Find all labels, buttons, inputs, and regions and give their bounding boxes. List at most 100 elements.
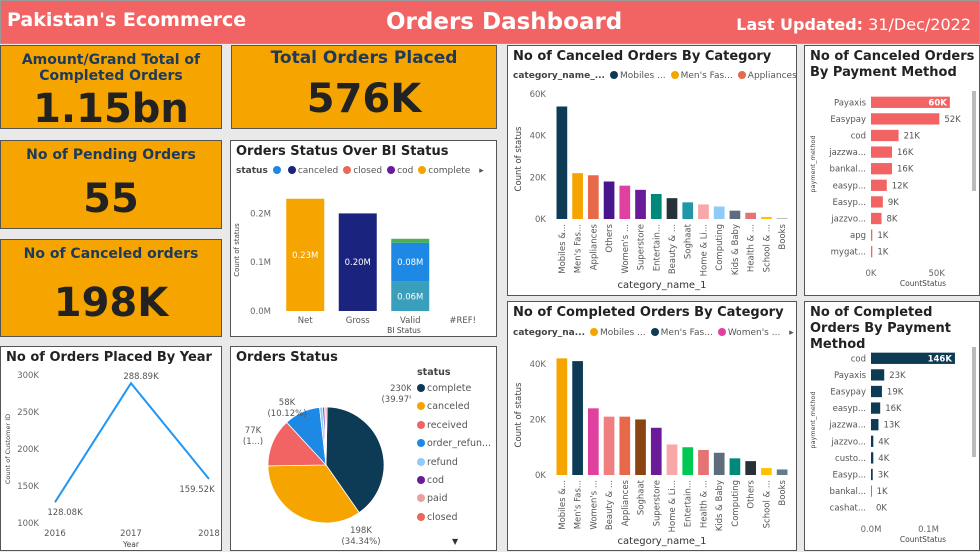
bar — [650, 427, 662, 475]
last-updated-value: 31/Dec/2022 — [868, 15, 971, 34]
legend-item[interactable]: paid — [417, 493, 491, 504]
x-tick-label: Mobiles &... — [558, 224, 568, 274]
data-label: 9K — [888, 198, 899, 208]
slice-value-label: 77K — [245, 426, 262, 436]
kpi-amount-card[interactable]: Amount/Grand Total of Completed Orders 1… — [0, 45, 222, 132]
legend-swatch — [650, 328, 659, 336]
scrollbar[interactable] — [972, 347, 976, 457]
y-axis-label: Count of Customer ID — [4, 414, 12, 484]
canceled-category-legend-title: category_name_... — [513, 71, 605, 81]
completed-payment-card[interactable]: No of Completed Orders By Payment Method… — [804, 301, 980, 551]
canceled-payment-card[interactable]: No of Canceled Orders By Payment Method … — [804, 45, 980, 296]
x-tick-label: 0.1M — [918, 525, 939, 535]
x-tick-label: Books — [778, 479, 788, 505]
legend-scroll-down-icon[interactable]: ▼ — [452, 537, 459, 546]
completed-category-card[interactable]: No of Completed Orders By Category categ… — [507, 301, 797, 551]
y-tick-label: 20K — [530, 415, 547, 425]
y-tick-label: 100K — [17, 519, 39, 529]
scrollbar[interactable] — [972, 91, 976, 191]
x-tick-label: Kids & Baby — [731, 224, 741, 275]
canceled-category-title: No of Canceled Orders By Category — [513, 49, 772, 64]
legend-item[interactable]: refund — [417, 457, 491, 468]
y-axis-label: Count of status — [514, 382, 524, 448]
slice-value-label: 198K — [350, 526, 372, 536]
legend-swatch — [737, 71, 746, 79]
bi-status-chart: 0.0M 0.1M 0.2M Count of status Net 0.23M Gross… — [233, 198, 476, 335]
canceled-category-legend: category_name_... Mobiles ... Men's Fas...… — [513, 71, 810, 81]
bar — [871, 485, 872, 497]
legend-item[interactable]: canceled — [417, 401, 491, 412]
data-label: 0.20M — [345, 258, 371, 268]
year-chart-card[interactable]: No of Orders Placed By Year 100K 150K 200K… — [0, 346, 222, 551]
legend-next-icon[interactable]: ▸ — [789, 328, 794, 338]
x-tick-label: 0.0M — [861, 525, 882, 535]
x-tick-label: 2016 — [44, 529, 66, 539]
x-tick-label: Mobiles &... — [558, 480, 568, 530]
legend-label: complete — [428, 166, 471, 176]
legend-item[interactable]: cod — [417, 475, 491, 486]
legend-swatch — [589, 328, 598, 336]
legend-label: closed — [353, 166, 383, 176]
pie-slice — [325, 406, 385, 514]
bar — [391, 238, 430, 243]
status-pie-card[interactable]: Orders Status 230K(39.97%) 198K(34.34%) 77… — [230, 346, 497, 551]
x-tick-label: Valid — [400, 316, 420, 326]
canceled-category-card[interactable]: No of Canceled Orders By Category catego… — [507, 45, 810, 296]
bar — [619, 185, 631, 219]
bar — [871, 435, 874, 447]
data-label: 52K — [944, 115, 961, 125]
bar — [871, 179, 887, 191]
bar — [761, 468, 772, 475]
bar — [698, 450, 709, 475]
legend-swatch — [417, 475, 425, 484]
bar — [776, 217, 788, 219]
kpi-canceled-card[interactable]: No of Canceled orders 198K — [0, 239, 222, 337]
y-tick-label: 0.2M — [250, 209, 271, 219]
x-axis-label: Year — [122, 540, 140, 549]
bar — [666, 444, 678, 475]
legend-swatch — [272, 166, 281, 174]
bar — [698, 204, 709, 219]
x-tick-label: 2017 — [120, 529, 142, 539]
bar — [603, 416, 615, 475]
y-axis-label: payment_method — [809, 135, 817, 192]
legend-item[interactable]: closed — [417, 512, 491, 523]
y-tick-label: 0.1M — [250, 258, 271, 268]
bar — [776, 469, 788, 475]
last-updated-label: Last Updated: — [736, 15, 864, 34]
bi-status-chart-card[interactable]: Orders Status Over BI Status status cance… — [230, 140, 497, 337]
canceled-payment-chart: Payaxis 60K Easypay 52K cod 21K jazzwa... 16K ba… — [809, 96, 961, 288]
x-tick-label: Health & ... — [747, 224, 757, 272]
data-label: 128.08K — [47, 508, 83, 518]
completed-payment-title: No of Completed Orders By Payment Method — [810, 305, 952, 352]
y-tick-label: cashat... — [830, 504, 866, 514]
x-tick-label: Men's Fas... — [574, 224, 584, 273]
y-tick-label: 0K — [535, 215, 546, 225]
y-tick-label: Easypay — [830, 115, 866, 125]
legend-swatch — [387, 166, 396, 174]
kpi-canceled-value: 198K — [53, 280, 169, 326]
legend-item[interactable]: received — [417, 420, 491, 431]
kpi-pending-card[interactable]: No of Pending Orders 55 — [0, 140, 222, 229]
x-tick-label: Appliances — [621, 479, 631, 526]
kpi-total-orders-card[interactable]: Total Orders Placed 576K — [231, 45, 497, 129]
legend-swatch — [670, 71, 679, 79]
legend-next-icon[interactable]: ▸ — [479, 166, 484, 176]
data-label-bg — [288, 248, 323, 261]
bar — [619, 416, 631, 475]
legend-item[interactable]: complete — [417, 383, 491, 394]
legend-item[interactable]: order_refun... — [417, 438, 491, 449]
x-tick-label: Entertain... — [652, 224, 662, 271]
bar — [666, 198, 678, 219]
x-tick-label: Soghaat — [684, 223, 694, 259]
bar — [650, 194, 662, 219]
bar — [572, 173, 583, 219]
bar — [871, 402, 881, 414]
bar — [871, 452, 874, 464]
data-label: 146K — [928, 354, 953, 364]
pie-slice — [267, 464, 360, 524]
y-tick-label: Payaxis — [834, 98, 867, 108]
slice-percent-label: (34.34%) — [341, 537, 380, 547]
x-tick-label: Superstore — [652, 480, 662, 526]
completed-category-title: No of Completed Orders By Category — [513, 305, 784, 320]
